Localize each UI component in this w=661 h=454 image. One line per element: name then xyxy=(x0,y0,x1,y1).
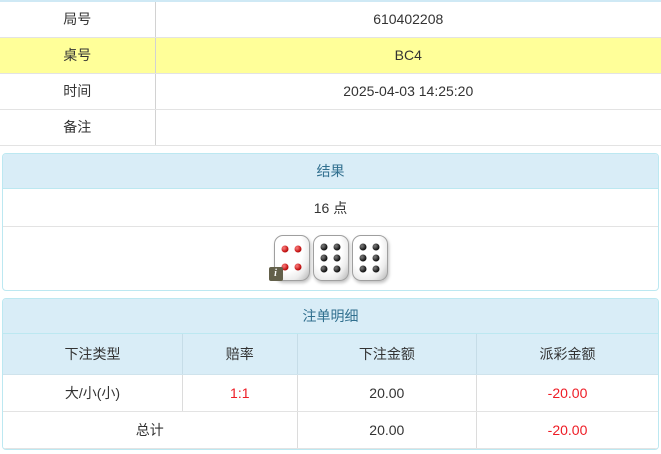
result-panel-title: 结果 xyxy=(3,153,658,189)
time-label: 时间 xyxy=(0,73,156,110)
info-icon[interactable]: i xyxy=(268,267,283,281)
die-pip xyxy=(333,243,341,251)
col-bet-type: 下注类型 xyxy=(3,333,183,375)
remark-value xyxy=(155,109,661,146)
table-id-label: 桌号 xyxy=(0,37,156,74)
die-pip xyxy=(281,245,289,253)
die-pip xyxy=(359,243,367,251)
info-row-table-id: 桌号 BC4 xyxy=(0,37,661,74)
die-2 xyxy=(312,235,349,281)
die-pip xyxy=(372,254,380,262)
col-payout-amount: 派彩金额 xyxy=(476,333,658,375)
bet-odds: 1:1 xyxy=(182,374,298,412)
result-points: 16 点 xyxy=(3,189,658,227)
bet-type: 大/小(小) xyxy=(3,374,183,412)
info-row-game-id: 局号 610402208 xyxy=(0,1,661,38)
die-pip xyxy=(320,265,328,273)
die-pip xyxy=(359,254,367,262)
time-value: 2025-04-03 14:25:20 xyxy=(155,73,661,110)
game-id-value: 610402208 xyxy=(155,1,661,38)
info-row-time: 时间 2025-04-03 14:25:20 xyxy=(0,73,661,110)
die-pip xyxy=(372,265,380,273)
result-panel: 结果 16 点 i xyxy=(2,152,659,291)
die-3 xyxy=(351,235,388,281)
dice-row: i xyxy=(3,227,658,290)
die-pip xyxy=(333,265,341,273)
bets-header-row: 下注类型 赔率 下注金额 派彩金额 xyxy=(3,333,658,375)
die-pip xyxy=(359,265,367,273)
total-payout-amount: -20.00 xyxy=(476,411,658,449)
total-bet-amount: 20.00 xyxy=(297,411,478,449)
bet-amount: 20.00 xyxy=(297,374,478,412)
die-pip xyxy=(294,245,302,253)
bets-panel: 注单明细 下注类型 赔率 下注金额 派彩金额 大/小(小) 1:1 20.00 … xyxy=(2,297,659,450)
bets-table: 下注类型 赔率 下注金额 派彩金额 大/小(小) 1:1 20.00 -20.0… xyxy=(3,333,658,449)
game-id-label: 局号 xyxy=(0,1,156,38)
game-info-table: 局号 610402208 桌号 BC4 时间 2025-04-03 14:25:… xyxy=(0,0,661,146)
die-pip xyxy=(281,263,289,271)
payout-amount: -20.00 xyxy=(476,374,658,412)
info-row-remark: 备注 xyxy=(0,109,661,146)
die-1: i xyxy=(268,235,310,281)
total-row: 总计 20.00 -20.00 xyxy=(3,411,658,449)
col-odds: 赔率 xyxy=(182,333,298,375)
bets-panel-title: 注单明细 xyxy=(3,298,658,334)
die-pip xyxy=(320,254,328,262)
die-pip xyxy=(320,243,328,251)
die-pip xyxy=(372,243,380,251)
table-id-value: BC4 xyxy=(155,37,661,74)
die-pip xyxy=(333,254,341,262)
col-bet-amount: 下注金额 xyxy=(297,333,478,375)
die-pip xyxy=(294,263,302,271)
bet-row: 大/小(小) 1:1 20.00 -20.00 xyxy=(3,374,658,412)
remark-label: 备注 xyxy=(0,109,156,146)
total-label: 总计 xyxy=(3,411,298,449)
